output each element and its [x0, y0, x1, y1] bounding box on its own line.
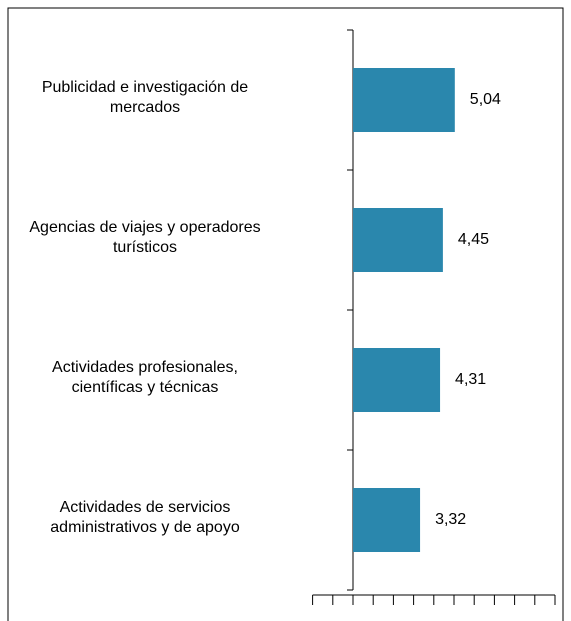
- category-label: Actividades de servicios administrativos…: [50, 499, 240, 536]
- bar: [353, 348, 441, 412]
- bar: [353, 68, 455, 132]
- value-label: 4,31: [455, 371, 486, 388]
- category-label: Actividades profesionales, científicas y…: [52, 359, 238, 396]
- category-label: Publicidad e investigación de mercados: [41, 79, 249, 116]
- value-label: 3,32: [435, 511, 466, 528]
- value-label: 5,04: [470, 91, 501, 108]
- bar: [353, 208, 443, 272]
- value-label: 4,45: [458, 231, 489, 248]
- category-label: Agencias de viajes y operadores turístic…: [29, 219, 261, 256]
- bar: [353, 488, 421, 552]
- frame: [7, 7, 564, 621]
